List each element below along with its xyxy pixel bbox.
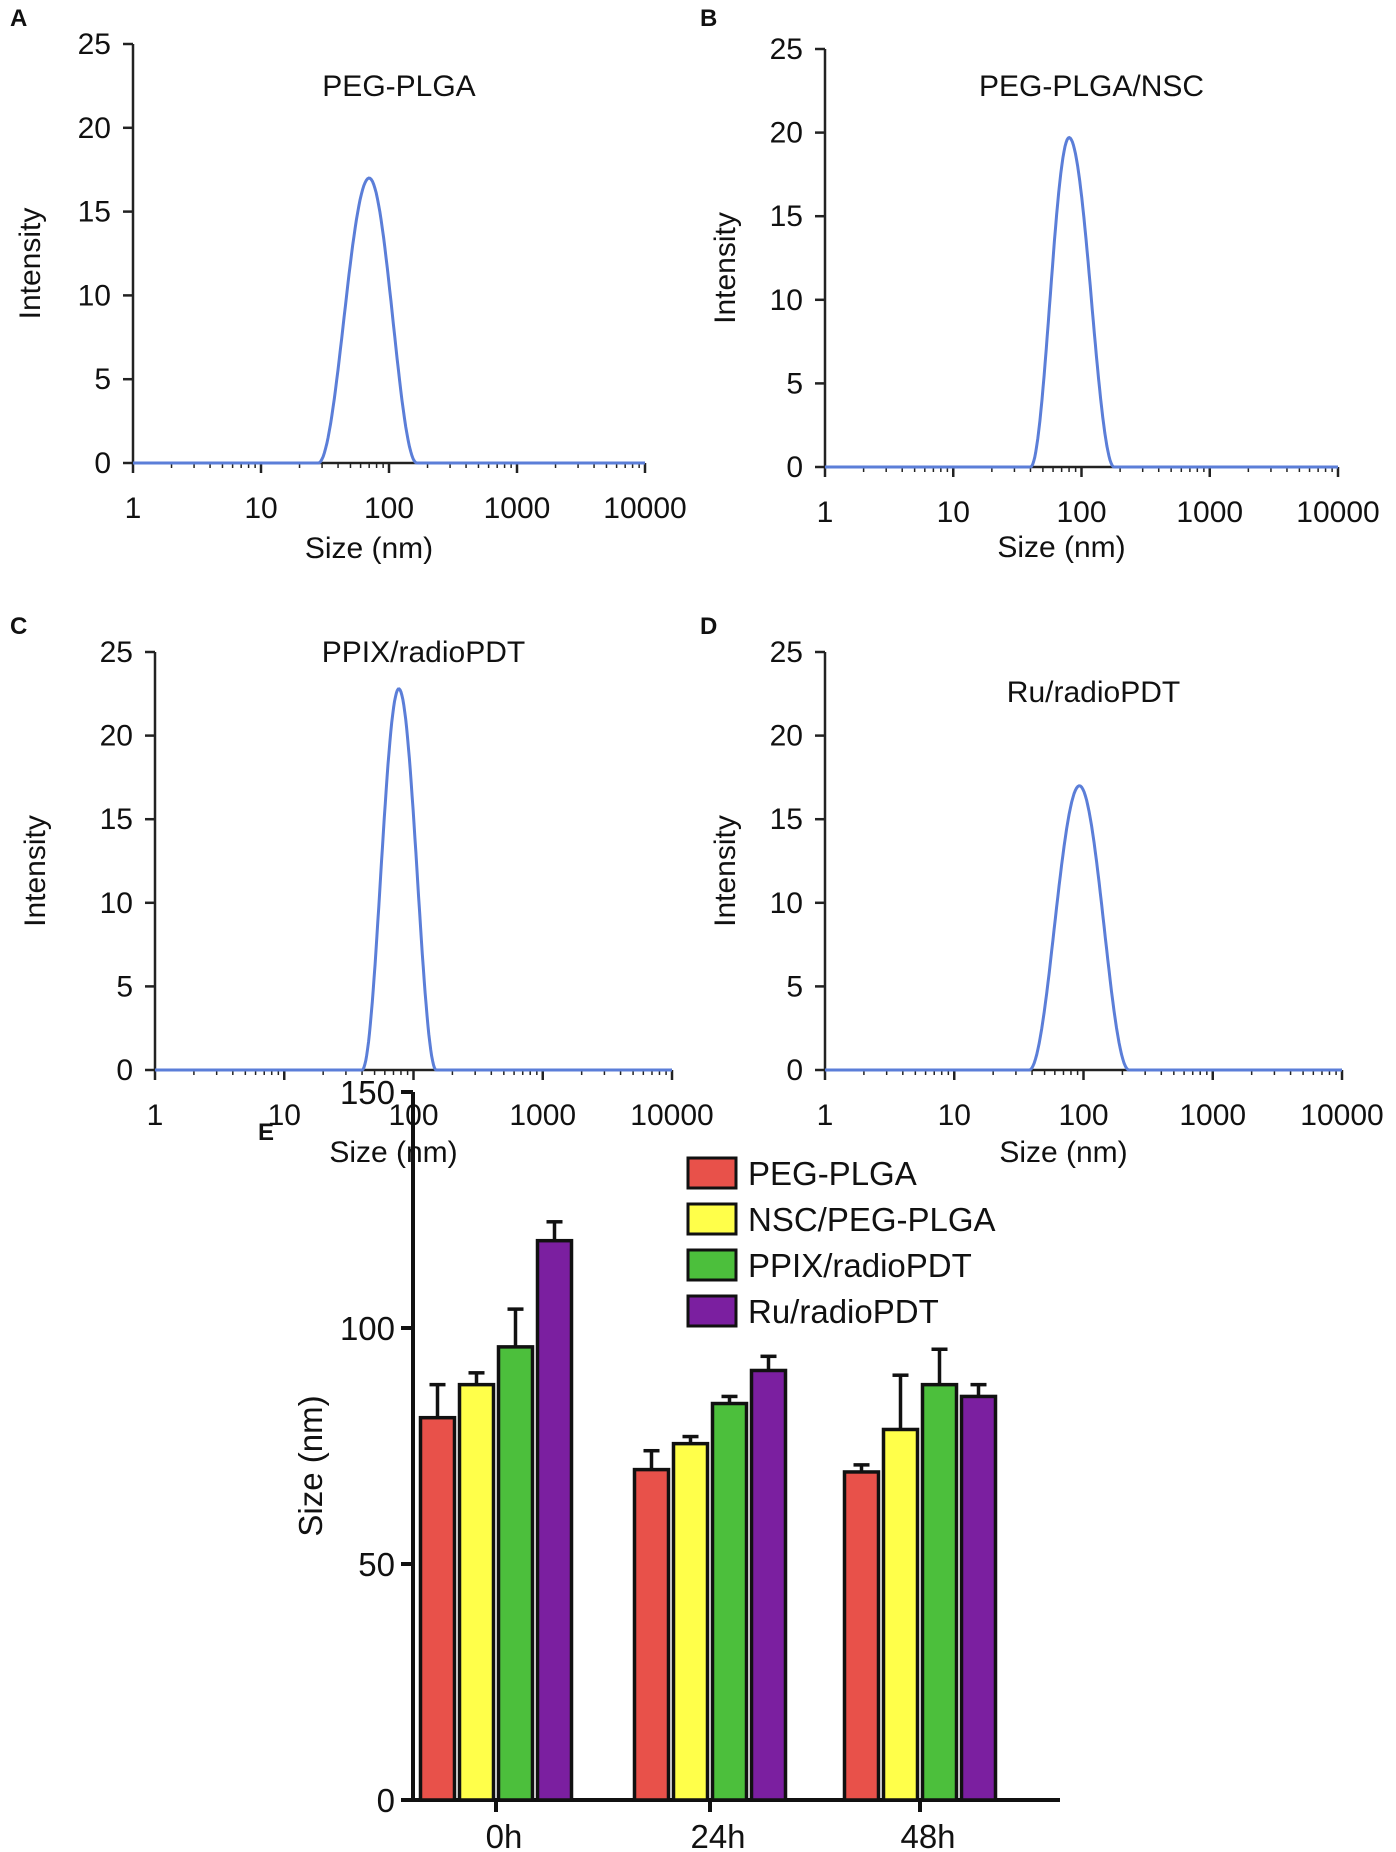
chart-title: PEG-PLGA/NSC	[979, 70, 1204, 103]
x-axis-title: Size (nm)	[999, 1136, 1127, 1169]
y-tick-label: 25	[100, 636, 133, 669]
x-tick-label: 1000	[509, 1099, 576, 1132]
x-tick-label: 100	[1056, 496, 1106, 529]
y-tick-label: 25	[78, 28, 111, 61]
x-tick-label: 1000	[484, 492, 551, 525]
chart-title: PEG-PLGA	[322, 70, 475, 103]
y-axis-title: Intensity	[709, 815, 742, 927]
y-tick-label: 25	[770, 33, 803, 66]
panel-c: C0510152025110100100010000PPIX/radioPDTS…	[10, 613, 714, 1169]
x-axis-title: Size (nm)	[305, 532, 433, 565]
y-tick-label: 20	[770, 720, 803, 753]
y-axis-title: Intensity	[19, 815, 52, 927]
legend-label: NSC/PEG-PLGA	[748, 1201, 996, 1238]
y-tick-label: 5	[786, 367, 803, 400]
x-tick-label: 10	[244, 492, 277, 525]
x-tick-label: 100	[1058, 1099, 1108, 1132]
panel-letter: E	[258, 1119, 274, 1146]
panel-a: A 0 5 10 15 20 25 1 10 100 1000 10000 PEG-PLGA Size (…	[10, 5, 687, 565]
x-tick-label: 10000	[1300, 1099, 1383, 1132]
y-tick-label: 20	[78, 112, 111, 145]
x-tick-label: 10	[937, 496, 970, 529]
bar	[842, 1470, 881, 1802]
y-tick-label: 0	[786, 451, 803, 484]
x-tick-label: 1	[817, 496, 834, 529]
x-axis-title: Size (nm)	[997, 531, 1125, 564]
x-tick-label: 1000	[1179, 1099, 1246, 1132]
y-tick-label: 5	[94, 363, 111, 396]
legend-swatch	[686, 1202, 738, 1236]
distribution-curve	[133, 176, 645, 465]
x-tick-label: 1	[125, 492, 142, 525]
y-axis-title: Intensity	[14, 208, 47, 320]
panel-d: D 0 5 10 15 20 25 1 10 100 1000 10000 Ru/radioPDT Siz…	[700, 613, 1384, 1169]
y-tick-label: 15	[78, 196, 111, 229]
x-tick-label: 1	[817, 1099, 834, 1132]
y-tick-label: 0	[786, 1054, 803, 1087]
panel-e: E 0 50 100 150 Size (nm) 0h 24h 48h PEG-PLGA NSC/P…	[258, 1074, 1060, 1852]
chart-title: PPIX/radioPDT	[322, 636, 525, 669]
y-tick-label: 0	[377, 1782, 395, 1819]
y-tick-label: 150	[340, 1074, 395, 1111]
y-tick-label: 5	[786, 970, 803, 1003]
chart-title: Ru/radioPDT	[1007, 676, 1180, 709]
bar	[710, 1401, 749, 1802]
bar	[881, 1427, 920, 1802]
x-axis-title: Size (nm)	[329, 1136, 457, 1169]
x-tick-label: 10	[268, 1099, 301, 1132]
bar	[535, 1238, 574, 1802]
x-tick-label: 10000	[603, 492, 686, 525]
panel-letter: C	[10, 613, 27, 640]
x-tick-label: 48h	[900, 1818, 955, 1852]
x-tick-label: 1	[147, 1099, 164, 1132]
legend-label: Ru/radioPDT	[748, 1293, 939, 1330]
x-tick-label: 24h	[690, 1818, 745, 1852]
y-tick-label: 25	[770, 636, 803, 669]
x-tick-label: 10000	[1296, 496, 1379, 529]
legend-label: PEG-PLGA	[748, 1155, 917, 1192]
panel-b: B 0 5 10 15 20 25 1 10 100 1000 10000 PEG-PLGA/NSC Si…	[700, 5, 1380, 564]
panel-letter: B	[700, 5, 717, 32]
y-tick-label: 100	[340, 1310, 395, 1347]
bar	[457, 1382, 496, 1802]
bar	[632, 1467, 671, 1802]
x-tick-label: 10	[938, 1099, 971, 1132]
bar	[671, 1441, 710, 1802]
y-tick-label: 0	[94, 447, 111, 480]
x-tick-label: 0h	[486, 1818, 523, 1852]
x-tick-label: 100	[364, 492, 414, 525]
y-tick-label: 10	[100, 887, 133, 920]
x-tick-label: 1000	[1176, 496, 1243, 529]
legend-swatch	[686, 1248, 738, 1282]
y-tick-label: 5	[116, 970, 133, 1003]
y-tick-label: 10	[770, 887, 803, 920]
bar	[749, 1368, 788, 1802]
y-tick-label: 15	[770, 200, 803, 233]
distribution-curve	[825, 135, 1338, 469]
legend-swatch	[686, 1156, 738, 1190]
y-tick-label: 10	[770, 284, 803, 317]
legend-swatch	[686, 1294, 738, 1328]
bar	[920, 1382, 959, 1802]
distribution-curve	[155, 687, 672, 1072]
y-tick-label: 0	[116, 1054, 133, 1087]
legend-label: PPIX/radioPDT	[748, 1247, 972, 1284]
bar	[959, 1394, 998, 1802]
x-tick-label: 10000	[630, 1099, 713, 1132]
y-tick-label: 15	[100, 803, 133, 836]
bar	[496, 1345, 535, 1802]
y-axis-title: Size (nm)	[292, 1395, 329, 1536]
y-axis-title: Intensity	[709, 212, 742, 324]
y-tick-label: 15	[770, 803, 803, 836]
panel-letter: D	[700, 613, 717, 640]
bar	[418, 1415, 457, 1802]
panel-letter: A	[10, 5, 27, 32]
distribution-curve	[825, 784, 1342, 1072]
y-tick-label: 20	[770, 117, 803, 150]
y-tick-label: 10	[78, 279, 111, 312]
y-tick-label: 50	[358, 1546, 395, 1583]
y-tick-label: 20	[100, 720, 133, 753]
